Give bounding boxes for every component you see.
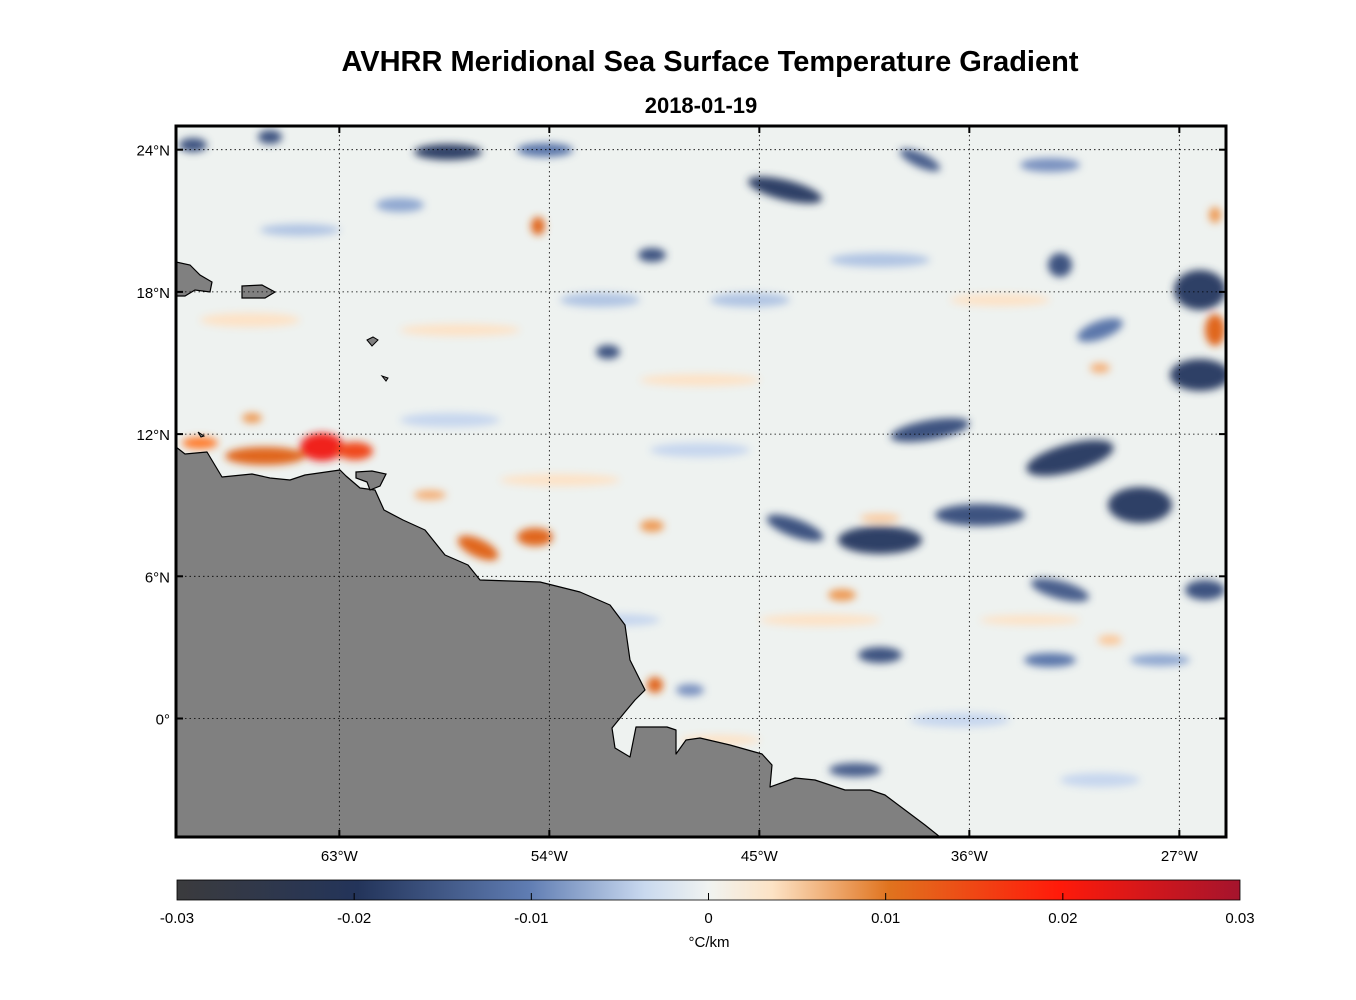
colorbar-label-2: -0.01 (514, 910, 548, 927)
longitude-labels: 63°W 54°W 45°W 36°W 27°W (321, 848, 1199, 865)
graticule (176, 126, 1226, 837)
lat-label-12n: 12°N (136, 427, 170, 444)
colorbar-label-5: 0.02 (1048, 910, 1077, 927)
map-title: AVHRR Meridional Sea Surface Temperature… (341, 46, 1079, 78)
colorbar-label-1: -0.02 (337, 910, 371, 927)
colorbar-ticks (353, 893, 1064, 900)
lon-label-36w: 36°W (951, 848, 989, 865)
south-america-landmass (176, 446, 941, 837)
lat-label-0: 0° (156, 712, 170, 729)
colorbar-unit-label: °C/km (689, 934, 730, 951)
lon-label-27w: 27°W (1161, 848, 1199, 865)
trinidad-island (355, 470, 387, 491)
sst-gradient-field (179, 130, 1226, 787)
lat-label-18n: 18°N (136, 285, 170, 302)
guadeloupe-island (366, 336, 379, 347)
colorbar-label-0: -0.03 (160, 910, 194, 927)
lon-label-54w: 54°W (531, 848, 569, 865)
latitude-labels: 24°N 18°N 12°N 6°N 0° (136, 143, 170, 729)
map-date: 2018-01-19 (644, 93, 758, 118)
lat-label-6n: 6°N (145, 569, 170, 586)
lon-label-63w: 63°W (321, 848, 359, 865)
barbados-island (380, 374, 389, 382)
lat-label-24n: 24°N (136, 143, 170, 160)
map-frame (174, 124, 1228, 839)
colorbar-label-4: 0.01 (871, 910, 900, 927)
lon-label-45w: 45°W (741, 848, 779, 865)
colorbar-label-6: 0.03 (1225, 910, 1254, 927)
colorbar-labels: -0.03 -0.02 -0.01 0 0.01 0.02 0.03 (160, 910, 1255, 927)
colorbar-label-3: 0 (704, 910, 712, 927)
hispaniola-landmass (176, 261, 213, 297)
